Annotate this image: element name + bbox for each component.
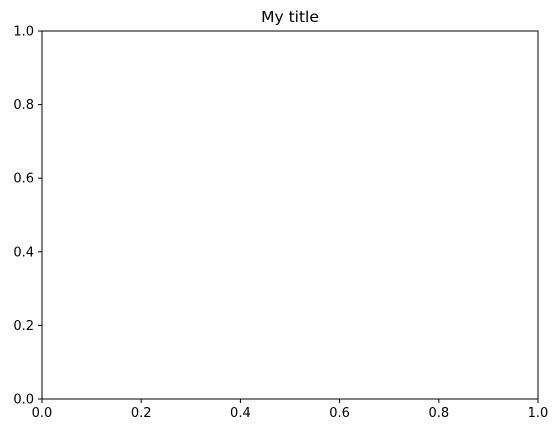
plot-area-frame bbox=[41, 30, 539, 400]
x-tick-label: 0.6 bbox=[329, 406, 350, 421]
x-tick-label: 0.2 bbox=[131, 406, 152, 421]
y-tick-label: 0.8 bbox=[13, 98, 34, 113]
y-tick-label: 0.6 bbox=[13, 172, 34, 187]
y-tick-label: 0.2 bbox=[13, 319, 34, 334]
y-tick-label: 1.0 bbox=[13, 25, 34, 40]
ticks-layer: 0.0 0.2 0.4 0.6 0.8 1.0 0.0 0.2 0.4 0.6 0.8 1.0 bbox=[13, 25, 548, 422]
x-tick-label: 0.4 bbox=[230, 406, 251, 421]
x-tick-label: 1.0 bbox=[528, 406, 549, 421]
y-tick-label: 0.0 bbox=[13, 393, 34, 408]
x-tick-label: 0.8 bbox=[428, 406, 449, 421]
chart-title: My title bbox=[261, 8, 319, 26]
x-tick-label: 0.0 bbox=[32, 406, 53, 421]
y-tick-label: 0.4 bbox=[13, 245, 34, 260]
